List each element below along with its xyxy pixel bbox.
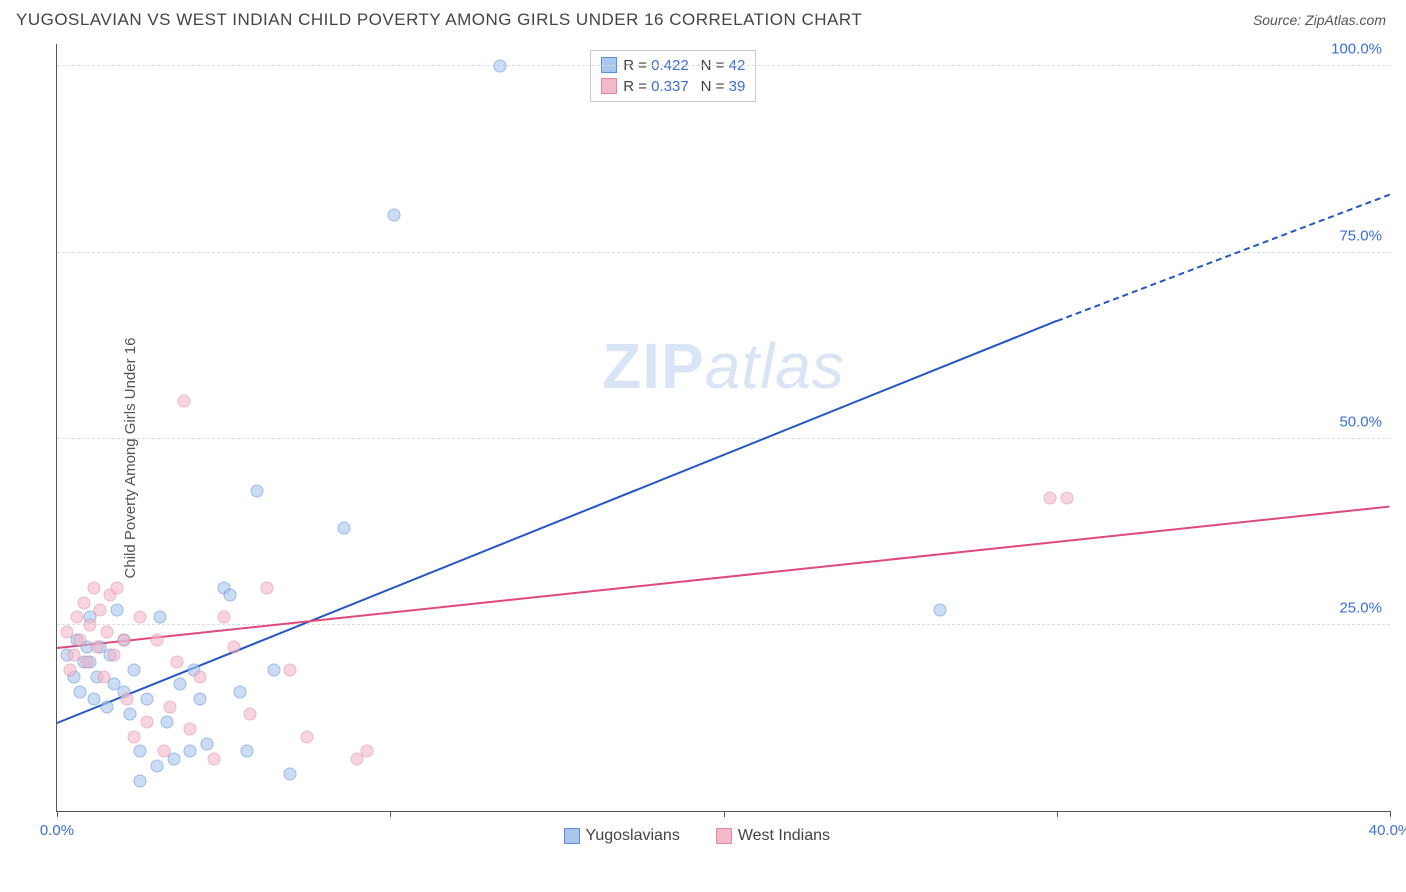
data-point [240,745,253,758]
source-label: Source: ZipAtlas.com [1253,12,1386,28]
gridline [57,438,1390,439]
data-point [107,648,120,661]
data-point [300,730,313,743]
data-point [120,693,133,706]
data-point [80,656,93,669]
data-point [184,723,197,736]
data-point [160,715,173,728]
data-point [387,209,400,222]
x-tick [1390,811,1391,817]
data-point [77,596,90,609]
x-tick-label: 0.0% [40,822,74,839]
data-point [184,745,197,758]
data-point [170,656,183,669]
data-point [110,603,123,616]
chart-title: YUGOSLAVIAN VS WEST INDIAN CHILD POVERTY… [16,10,862,30]
chart-container: Child Poverty Among Girls Under 16 ZIPat… [16,44,1390,872]
data-point [67,648,80,661]
data-point [494,60,507,73]
x-tick [1057,811,1058,817]
data-point [97,670,110,683]
watermark: ZIPatlas [602,329,845,403]
legend-item: West Indians [716,827,830,845]
data-point [100,626,113,639]
data-point [60,626,73,639]
data-point [194,693,207,706]
data-point [150,760,163,773]
data-point [154,611,167,624]
data-point [87,693,100,706]
data-point [284,663,297,676]
data-point [200,737,213,750]
correlation-legend: R = 0.422N = 42R = 0.337N = 39 [590,50,756,102]
data-point [284,767,297,780]
y-tick-label: 50.0% [1339,413,1382,430]
data-point [140,715,153,728]
x-tick [57,811,58,817]
y-tick-label: 100.0% [1331,41,1382,58]
data-point [217,611,230,624]
data-point [110,581,123,594]
data-point [174,678,187,691]
data-point [177,395,190,408]
data-point [117,633,130,646]
data-point [127,663,140,676]
data-point [87,581,100,594]
x-tick [724,811,725,817]
data-point [934,603,947,616]
data-point [360,745,373,758]
data-point [74,685,87,698]
data-point [127,730,140,743]
data-point [134,611,147,624]
data-point [1044,492,1057,505]
data-point [164,700,177,713]
data-point [134,775,147,788]
data-point [157,745,170,758]
data-point [70,611,83,624]
series-legend: Yugoslavians West Indians [564,827,831,845]
x-tick-label: 40.0% [1369,822,1406,839]
trend-line [57,506,1390,649]
plot-area: ZIPatlas R = 0.422N = 42R = 0.337N = 39 … [56,44,1390,812]
data-point [124,708,137,721]
data-point [84,618,97,631]
gridline [57,65,1390,66]
data-point [207,752,220,765]
gridline [57,252,1390,253]
data-point [260,581,273,594]
data-point [337,522,350,535]
data-point [150,633,163,646]
data-point [140,693,153,706]
data-point [234,685,247,698]
trend-line [57,320,1057,724]
y-tick-label: 25.0% [1339,599,1382,616]
data-point [134,745,147,758]
data-point [227,641,240,654]
x-tick [390,811,391,817]
data-point [267,663,280,676]
data-point [100,700,113,713]
data-point [224,589,237,602]
trend-line-extrapolation [1056,193,1390,321]
data-point [194,670,207,683]
y-tick-label: 75.0% [1339,227,1382,244]
data-point [250,484,263,497]
data-point [74,633,87,646]
data-point [94,603,107,616]
data-point [64,663,77,676]
data-point [244,708,257,721]
legend-row: R = 0.337N = 39 [601,76,745,97]
data-point [1060,492,1073,505]
legend-item: Yugoslavians [564,827,680,845]
data-point [90,641,103,654]
